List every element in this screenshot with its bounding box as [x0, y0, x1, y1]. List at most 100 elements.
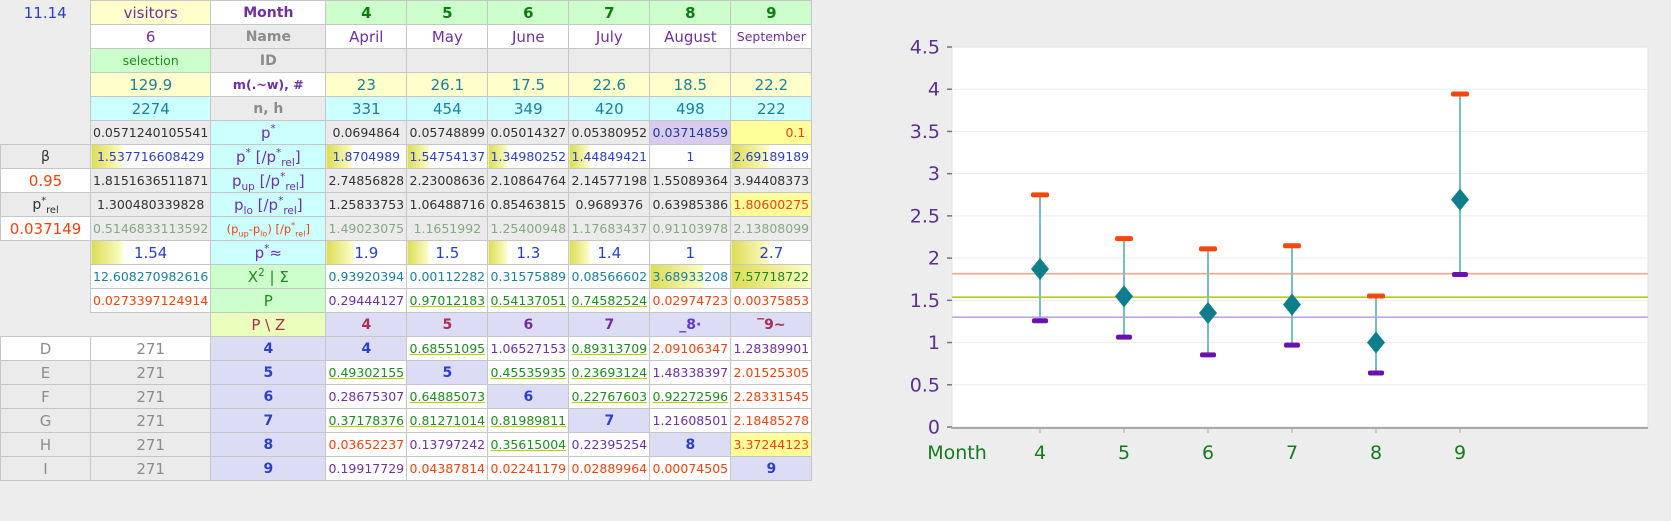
cell[interactable]: 7: [568, 0, 651, 25]
cell[interactable]: 5: [406, 0, 489, 25]
cell[interactable]: 0.64885073: [406, 384, 489, 409]
cell[interactable]: 1.06488716: [406, 192, 489, 217]
cell[interactable]: 2.74856828: [325, 168, 408, 193]
cell[interactable]: 0.03652237: [325, 432, 408, 457]
cell[interactable]: 1.8151636511871: [89, 168, 212, 193]
cell[interactable]: 2.01525305: [730, 360, 813, 385]
cell[interactable]: 2274: [89, 96, 212, 121]
cell[interactable]: _8·: [649, 312, 732, 337]
cell[interactable]: β: [0, 144, 91, 169]
cell[interactable]: 0.00375853: [730, 288, 813, 313]
cell[interactable]: m(.~w), #: [210, 72, 327, 97]
cell[interactable]: 22.2: [730, 72, 813, 97]
cell[interactable]: 1.25400948: [487, 216, 570, 241]
cell[interactable]: 3.94408373: [730, 168, 813, 193]
cell[interactable]: 1.4: [568, 240, 651, 265]
cell[interactable]: 3.68933208: [649, 264, 732, 289]
cell[interactable]: 22.6: [568, 72, 651, 97]
cell[interactable]: 1.300480339828: [89, 192, 212, 217]
cell[interactable]: 0.0571240105541: [89, 120, 212, 145]
cell[interactable]: 17.5: [487, 72, 570, 97]
cell[interactable]: 0.89313709: [568, 336, 651, 361]
cell[interactable]: 0.85463815: [487, 192, 570, 217]
cell[interactable]: 7.57718722: [730, 264, 813, 289]
cell[interactable]: 6: [487, 312, 570, 337]
cell[interactable]: 0.13797242: [406, 432, 489, 457]
cell[interactable]: 5: [406, 360, 489, 385]
cell[interactable]: 0.05014327: [487, 120, 570, 145]
cell[interactable]: 0.0694864: [325, 120, 408, 145]
cell[interactable]: 5: [210, 360, 327, 385]
cell[interactable]: 1.17683437: [568, 216, 651, 241]
cell[interactable]: 0.74582524: [568, 288, 651, 313]
cell[interactable]: 0.22395254: [568, 432, 651, 457]
cell[interactable]: p*: [210, 120, 327, 145]
cell[interactable]: 1: [649, 240, 732, 265]
cell[interactable]: 2.13808099: [730, 216, 813, 241]
cell[interactable]: ID: [210, 48, 327, 73]
cell[interactable]: 222: [730, 96, 813, 121]
cell[interactable]: 0.91103978: [649, 216, 732, 241]
cell[interactable]: 0.92272596: [649, 384, 732, 409]
cell[interactable]: 0.97012183: [406, 288, 489, 313]
cell[interactable]: 0.037149: [0, 216, 91, 241]
cell[interactable]: D: [0, 336, 91, 361]
cell[interactable]: 0.54137051: [487, 288, 570, 313]
cell[interactable]: 11.14: [23, 3, 67, 22]
cell[interactable]: 0.04387814: [406, 456, 489, 481]
cell[interactable]: 0.03714859: [649, 120, 732, 145]
cell[interactable]: 12.608270982616: [89, 264, 212, 289]
cell[interactable]: 2.28331545: [730, 384, 813, 409]
cell[interactable]: ‾9~: [730, 312, 813, 337]
cell[interactable]: 0.1: [730, 120, 813, 145]
cell[interactable]: [649, 48, 732, 73]
cell[interactable]: August: [649, 24, 732, 49]
cell[interactable]: 498: [649, 96, 732, 121]
cell[interactable]: p* [/p*rel]: [210, 144, 327, 169]
cell[interactable]: 0.93920394: [325, 264, 408, 289]
cell[interactable]: 331: [325, 96, 408, 121]
cell[interactable]: 9: [210, 456, 327, 481]
cell[interactable]: G: [0, 408, 91, 433]
cell[interactable]: 1.48338397: [649, 360, 732, 385]
cell[interactable]: X2 | Σ: [210, 264, 327, 289]
cell[interactable]: 2.69189189: [730, 144, 813, 169]
cell[interactable]: n, h: [210, 96, 327, 121]
cell[interactable]: [487, 48, 570, 73]
cell[interactable]: 4: [325, 0, 408, 25]
cell[interactable]: 1.34980252: [487, 144, 570, 169]
cell[interactable]: 2.10864764: [487, 168, 570, 193]
cell[interactable]: 1.25833753: [325, 192, 408, 217]
cell[interactable]: 1.49023075: [325, 216, 408, 241]
cell[interactable]: 4: [325, 336, 408, 361]
cell[interactable]: 6: [89, 24, 212, 49]
cell[interactable]: September: [730, 24, 813, 49]
cell[interactable]: 1.54754137: [406, 144, 489, 169]
cell[interactable]: 1.9: [325, 240, 408, 265]
cell[interactable]: 0.02889964: [568, 456, 651, 481]
cell[interactable]: 4: [210, 336, 327, 361]
cell[interactable]: 7: [210, 408, 327, 433]
cell[interactable]: June: [487, 24, 570, 49]
cell[interactable]: (pup-plo) [/p*rel]: [210, 216, 327, 241]
cell[interactable]: 0.35615004: [487, 432, 570, 457]
cell[interactable]: 1.55089364: [649, 168, 732, 193]
cell[interactable]: [406, 48, 489, 73]
cell[interactable]: P \ Z: [210, 312, 327, 337]
cell[interactable]: E: [0, 360, 91, 385]
cell[interactable]: 1.28389901: [730, 336, 813, 361]
cell[interactable]: I: [0, 456, 91, 481]
cell[interactable]: 1.54: [89, 240, 212, 265]
cell[interactable]: 1.8704989: [325, 144, 408, 169]
cell[interactable]: 0.68551095: [406, 336, 489, 361]
cell[interactable]: 0.9689376: [568, 192, 651, 217]
cell[interactable]: 2.09106347: [649, 336, 732, 361]
cell[interactable]: [730, 48, 813, 73]
cell[interactable]: 1.537716608429: [89, 144, 212, 169]
cell[interactable]: pup [/p*rel]: [210, 168, 327, 193]
cell[interactable]: selection: [89, 48, 212, 73]
cell[interactable]: 4: [325, 312, 408, 337]
cell[interactable]: 6: [487, 384, 570, 409]
cell[interactable]: 0.37178376: [325, 408, 408, 433]
cell[interactable]: 26.1: [406, 72, 489, 97]
